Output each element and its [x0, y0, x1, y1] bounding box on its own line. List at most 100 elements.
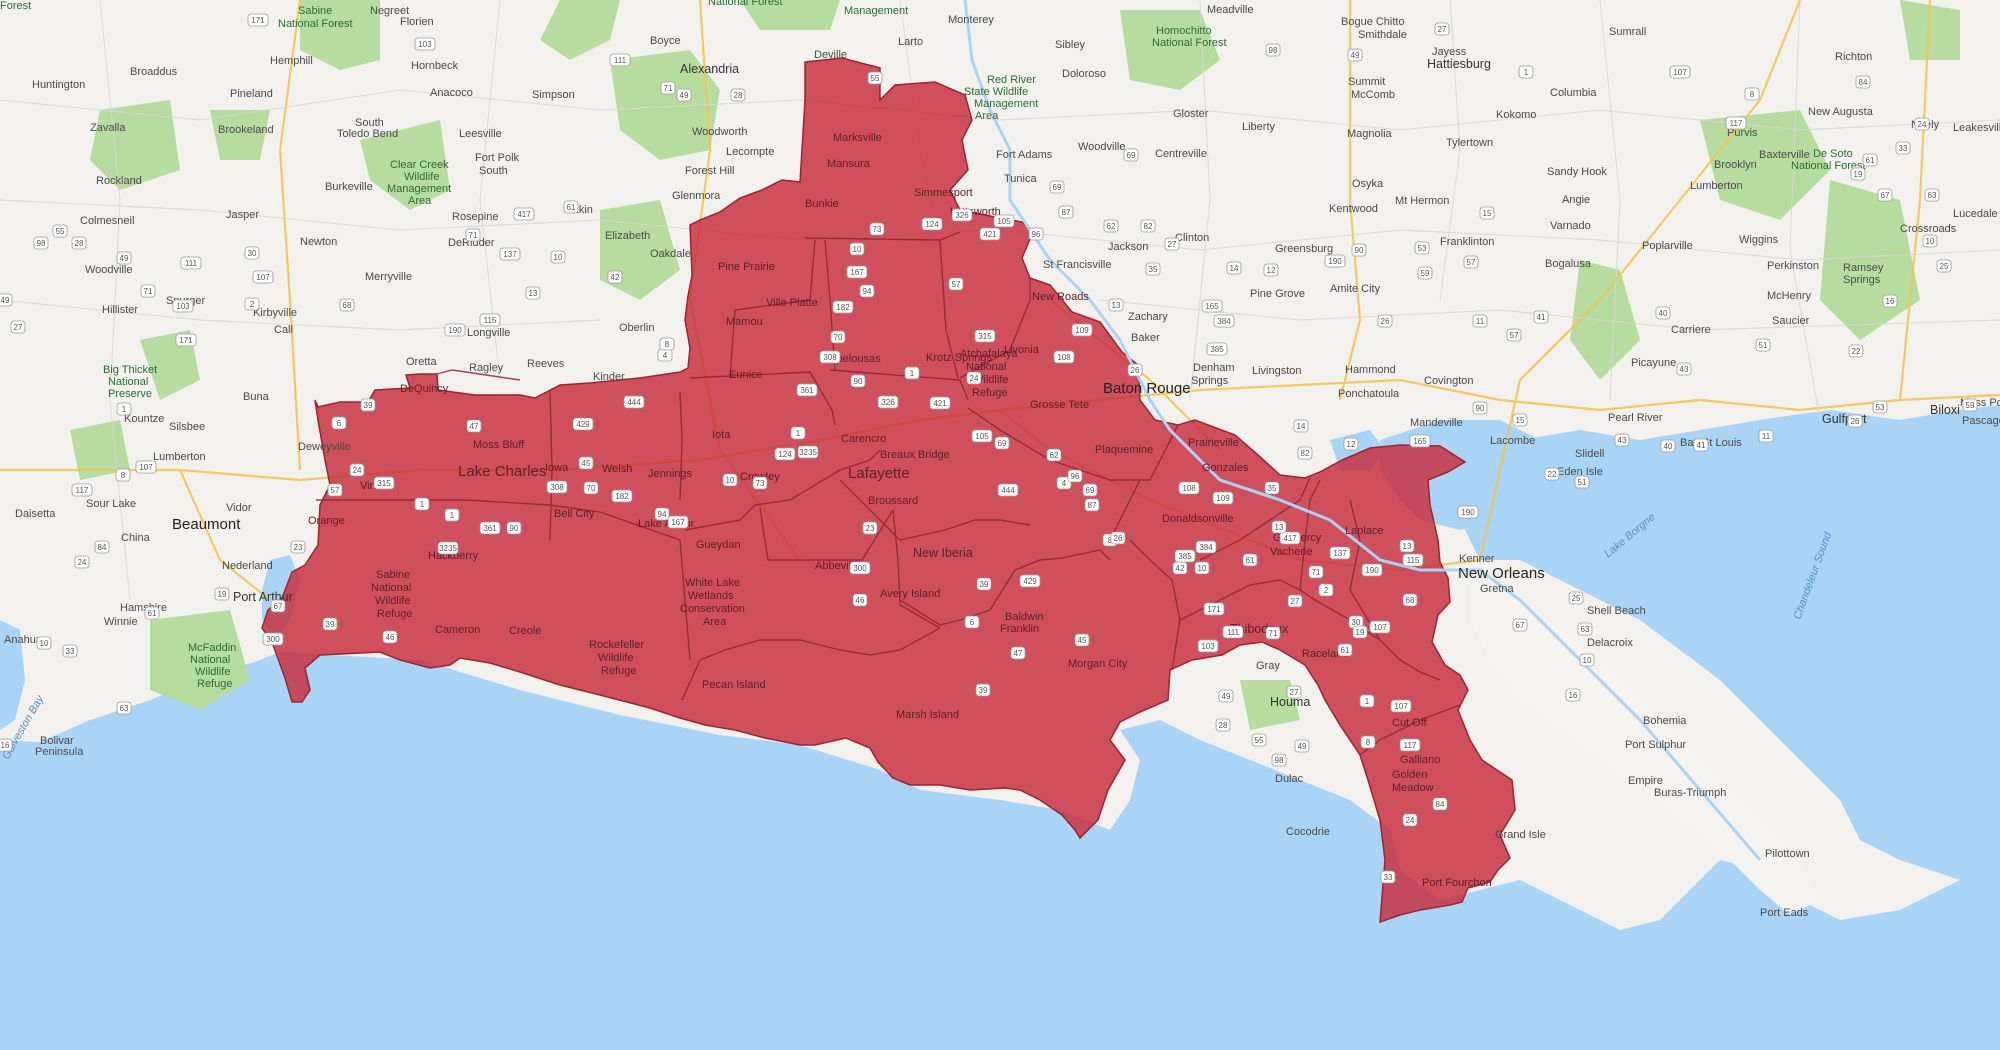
route-shield — [859, 284, 875, 298]
highlighted-region[interactable] — [261, 57, 1516, 924]
svg-text:Larto: Larto — [898, 36, 923, 48]
route-shield — [774, 447, 796, 461]
svg-text:Hemphill: Hemphill — [270, 55, 313, 67]
svg-text:Jasper: Jasper — [226, 209, 259, 221]
route-shield-number: 109 — [1216, 494, 1230, 503]
svg-text:St Francisville: St Francisville — [1043, 259, 1111, 271]
route-shield-number: 69 — [1127, 151, 1136, 160]
route-shield-number: 115 — [1407, 556, 1420, 565]
route-shield-number: 300 — [853, 564, 867, 573]
route-shield — [262, 632, 284, 646]
route-shield — [1127, 363, 1143, 377]
svg-text:National: National — [108, 376, 148, 388]
route-shield-number: 108 — [1182, 484, 1196, 493]
svg-text:Zavalla: Zavalla — [90, 122, 126, 134]
svg-text:Reeves: Reeves — [527, 358, 565, 370]
route-shield-number: 42 — [1176, 564, 1185, 573]
svg-text:Daisetta: Daisetta — [15, 508, 56, 520]
route-shield-number: 82 — [1301, 449, 1310, 458]
route-shield-number: 13 — [529, 289, 538, 298]
svg-text:Opelousas: Opelousas — [828, 353, 881, 365]
route-shield-number: 2 — [250, 300, 255, 309]
route-shield-number: 71 — [664, 84, 673, 93]
svg-text:Cocodrie: Cocodrie — [1286, 826, 1330, 838]
labels-towns: Negreet Florien Hemphill Hornbeck Boyce … — [4, 4, 2000, 919]
route-shield-number: 384 — [1199, 543, 1213, 552]
svg-text:Clear Creek: Clear Creek — [390, 159, 449, 171]
route-shield-number: 8 — [1750, 90, 1755, 99]
svg-text:Empire: Empire — [1628, 775, 1663, 787]
svg-text:Varnado: Varnado — [1550, 220, 1591, 232]
route-shield — [1533, 310, 1549, 324]
svg-text:Management: Management — [387, 183, 451, 195]
svg-text:Gray: Gray — [1256, 660, 1280, 672]
route-shield-number: 190 — [1365, 566, 1379, 575]
route-shield-number: 308 — [823, 353, 837, 362]
route-shield — [1402, 593, 1418, 607]
route-shield-number: 429 — [1023, 577, 1037, 586]
route-shield — [62, 644, 78, 658]
svg-text:Pecan Island: Pecan Island — [702, 679, 766, 691]
svg-text:Sour Lake: Sour Lake — [86, 498, 136, 510]
route-shield — [572, 417, 594, 431]
route-shield-number: 109 — [1075, 326, 1089, 335]
svg-text:Broussard: Broussard — [868, 495, 918, 507]
route-shield-number: 71 — [469, 231, 478, 240]
route-shield-number: 90 — [854, 377, 863, 386]
route-shield-number: 27 — [1168, 240, 1177, 249]
route-shield — [290, 540, 306, 554]
route-shield — [116, 701, 132, 715]
route-shield — [1848, 344, 1864, 358]
svg-text:Woodville: Woodville — [1078, 141, 1126, 153]
route-shield — [1850, 167, 1866, 181]
svg-text:Newton: Newton — [300, 236, 337, 248]
route-shield — [1399, 738, 1421, 752]
route-shield-number: 308 — [550, 483, 564, 492]
route-shield — [1271, 520, 1287, 534]
route-shield — [414, 37, 436, 51]
svg-text:Preserve: Preserve — [108, 388, 152, 400]
route-shield-number: 26 — [1114, 534, 1123, 543]
svg-text:Burkeville: Burkeville — [325, 181, 373, 193]
svg-text:Ragley: Ragley — [469, 362, 504, 374]
svg-text:Bohemia: Bohemia — [1643, 715, 1687, 727]
route-shield — [382, 630, 398, 644]
route-shield — [830, 330, 846, 344]
route-shield-number: 84 — [98, 543, 107, 552]
svg-text:Perkinston: Perkinston — [1767, 260, 1819, 272]
route-shield-number: 82 — [1144, 222, 1153, 231]
route-shield — [994, 436, 1010, 450]
route-shield — [623, 395, 645, 409]
route-shield-number: 8 — [121, 471, 126, 480]
route-shield-number: 57 — [1467, 258, 1476, 267]
svg-text:Vacherie: Vacherie — [1270, 546, 1313, 558]
svg-text:Osyka: Osyka — [1352, 178, 1384, 190]
svg-text:New Augusta: New Augusta — [1808, 106, 1874, 118]
route-shield — [244, 246, 260, 260]
route-shield — [140, 284, 156, 298]
svg-text:Leakesville: Leakesville — [1953, 122, 2000, 134]
svg-text:Colmesneil: Colmesneil — [80, 215, 134, 227]
svg-text:Grosse Tete: Grosse Tete — [1030, 399, 1089, 411]
route-shield-number: 16 — [1, 741, 10, 750]
route-shield-number: 87 — [1062, 208, 1071, 217]
route-shield-number: 46 — [856, 596, 865, 605]
svg-text:Franklin: Franklin — [1000, 623, 1039, 635]
route-shield-number: 51 — [1759, 341, 1768, 350]
route-shield-number: 105 — [975, 432, 989, 441]
svg-text:Purvis: Purvis — [1727, 127, 1758, 139]
route-shield — [1862, 153, 1878, 167]
route-shield-number: 19 — [1356, 628, 1365, 637]
route-shield — [444, 508, 460, 522]
route-shield — [660, 81, 676, 95]
route-shield — [437, 541, 459, 555]
route-shield — [1197, 639, 1219, 653]
svg-text:Baxterville: Baxterville — [1759, 149, 1810, 161]
mississippi-river — [963, 0, 1762, 861]
svg-text:Gretna: Gretna — [1480, 583, 1515, 595]
svg-text:Port Sulphur: Port Sulphur — [1625, 739, 1686, 751]
route-shield — [1279, 531, 1301, 545]
route-shield-number: 22 — [1548, 470, 1557, 479]
route-shield-number: 73 — [756, 479, 765, 488]
